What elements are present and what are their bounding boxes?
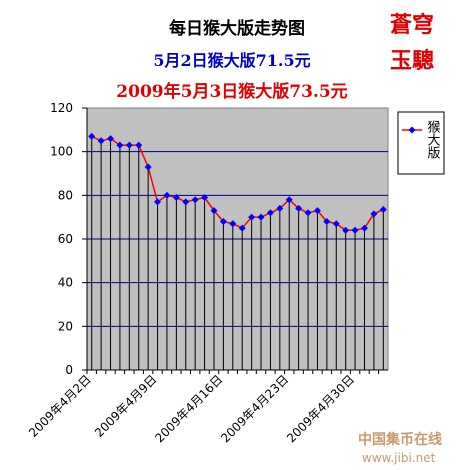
marker [116, 141, 124, 149]
marker [379, 206, 387, 214]
marker [332, 220, 340, 228]
marker [135, 141, 143, 149]
subtitle: 5月2日猴大版71.5元 [153, 51, 310, 70]
marker [266, 209, 274, 217]
marker [163, 191, 171, 199]
marker [342, 226, 350, 234]
x-tick-label: 2009年4月30日 [284, 372, 357, 445]
stamp: 蒼穹 [390, 12, 434, 38]
marker [370, 210, 378, 218]
legend-marker [408, 126, 416, 134]
marker [323, 218, 331, 226]
legend-box [397, 111, 445, 175]
marker [191, 196, 199, 204]
marker [107, 135, 115, 143]
marker [313, 207, 321, 215]
marker [219, 218, 227, 226]
marker [125, 141, 133, 149]
marker [257, 213, 265, 221]
y-tick-label: 80 [58, 188, 73, 202]
marker [144, 163, 152, 171]
marker [97, 137, 105, 145]
x-tick-label: 2009年4月23日 [218, 372, 291, 445]
marker [154, 198, 162, 206]
x-tick-label: 2009年4月9日 [92, 372, 160, 440]
marker [295, 204, 303, 212]
x-tick-label: 2009年4月2日 [26, 372, 94, 440]
stamp: 玉驄 [390, 48, 434, 74]
marker [182, 198, 190, 206]
marker [351, 226, 359, 234]
marker [248, 213, 256, 221]
marker [304, 209, 312, 217]
watermark-url: www.jibi.net [362, 451, 436, 465]
y-tick-label: 100 [50, 145, 73, 159]
marker [210, 207, 218, 215]
chart-title: 每日猴大版走势图 [169, 18, 305, 39]
x-tick-label: 2009年4月16日 [152, 372, 225, 445]
marker [285, 196, 293, 204]
marker [172, 194, 180, 202]
y-tick-label: 0 [65, 363, 73, 377]
y-tick-label: 20 [58, 319, 73, 333]
legend-label: 猴大版 [425, 120, 441, 160]
marker [229, 220, 237, 228]
marker [238, 224, 246, 232]
y-tick-label: 40 [58, 276, 73, 290]
marker [360, 224, 368, 232]
marker [201, 194, 209, 202]
marker [276, 204, 284, 212]
watermark: 中国集币在线 [358, 431, 442, 448]
subtitle: 2009年5月3日猴大版73.5元 [116, 81, 347, 102]
y-tick-label: 60 [58, 232, 73, 246]
marker [88, 132, 96, 140]
y-tick-label: 120 [50, 101, 73, 115]
